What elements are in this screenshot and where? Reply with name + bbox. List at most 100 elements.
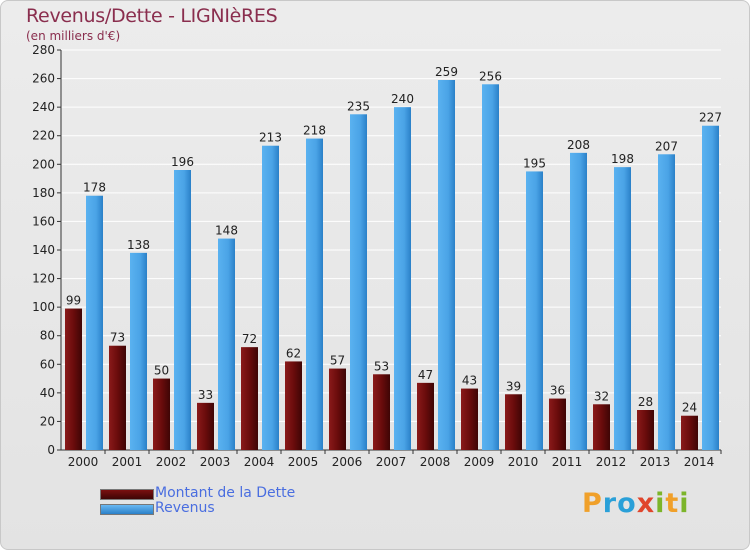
bar-revenus (174, 170, 191, 450)
data-label-revenus: 198 (611, 152, 634, 166)
x-tick-label: 2001 (112, 455, 143, 469)
logo-letter: i (679, 488, 690, 519)
data-label-dette: 99 (66, 294, 81, 308)
data-label-revenus: 227 (699, 111, 722, 125)
bar-dette (197, 402, 214, 450)
data-label-revenus: 235 (347, 99, 370, 113)
data-label-revenus: 256 (479, 69, 502, 83)
bar-revenus (438, 80, 455, 450)
x-tick-label: 2000 (68, 455, 99, 469)
data-label-dette: 50 (154, 364, 169, 378)
y-tick-label: 220 (32, 129, 55, 143)
legend-item-revenus: Revenus (100, 500, 340, 517)
legend-swatch-dette (100, 489, 154, 500)
legend-item-dette: Montant de la Dette (100, 485, 340, 502)
data-label-revenus: 213 (259, 131, 282, 145)
bar-dette (285, 361, 302, 450)
data-label-revenus: 148 (215, 224, 238, 238)
y-tick-label: 180 (32, 186, 55, 200)
chart-subtitle: (en milliers d'€) (26, 29, 121, 43)
bar-dette (549, 398, 566, 450)
logo-letter: t (665, 488, 680, 519)
y-tick-label: 40 (40, 386, 55, 400)
x-tick-label: 2004 (244, 455, 275, 469)
data-label-dette: 28 (638, 395, 653, 409)
bars (65, 80, 719, 451)
data-label-revenus: 207 (655, 139, 678, 153)
bar-dette (329, 368, 346, 450)
x-tick-label: 2008 (420, 455, 451, 469)
bar-dette (593, 404, 610, 450)
y-tick-label: 160 (32, 214, 55, 228)
bar-revenus (614, 167, 631, 450)
y-tick-label: 20 (40, 414, 55, 428)
data-label-revenus: 178 (83, 181, 106, 195)
data-label-dette: 57 (330, 354, 345, 368)
bar-dette (681, 415, 698, 450)
y-tick-label: 0 (47, 443, 55, 457)
logo-letter: o (617, 488, 637, 519)
data-label-dette: 62 (286, 346, 301, 360)
bar-dette (65, 308, 82, 450)
x-tick-label: 2014 (684, 455, 715, 469)
data-label-dette: 43 (462, 374, 477, 388)
bar-dette (505, 394, 522, 450)
labels: 99 178 73 138 50 196 33 148 72 213 62 218 57 235 53 240… (66, 65, 722, 415)
bar-revenus (130, 252, 147, 450)
data-label-revenus: 138 (127, 238, 150, 252)
x-tick-label: 2003 (200, 455, 231, 469)
data-label-revenus: 195 (523, 156, 546, 170)
x-tick-label: 2006 (332, 455, 363, 469)
bar-revenus (702, 125, 719, 450)
bar-revenus (86, 195, 103, 450)
chart-title: Revenus/Dette - LIGNIèRES (26, 5, 278, 27)
proxiti-logo: Proxiti (582, 488, 690, 519)
bar-dette (153, 378, 170, 450)
bar-revenus (526, 171, 543, 450)
bar-dette (241, 347, 258, 450)
y-tick-label: 260 (32, 72, 55, 86)
x-tick-label: 2005 (288, 455, 319, 469)
x-tick-label: 2013 (640, 455, 671, 469)
data-label-dette: 72 (242, 332, 257, 346)
y-tick-label: 140 (32, 243, 55, 257)
logo-letter: i (655, 488, 666, 519)
y-tick-label: 100 (32, 300, 55, 314)
x-tick-label: 2012 (596, 455, 627, 469)
x-tick-label: 2011 (552, 455, 583, 469)
y-tick-label: 120 (32, 272, 55, 286)
bar-dette (109, 345, 126, 450)
data-label-revenus: 240 (391, 92, 414, 106)
y-tick-label: 60 (40, 357, 55, 371)
data-label-dette: 32 (594, 389, 609, 403)
bar-revenus (306, 138, 323, 451)
data-label-dette: 53 (374, 359, 389, 373)
logo-letter: x (636, 488, 656, 519)
data-label-dette: 47 (418, 368, 433, 382)
data-label-dette: 33 (198, 388, 213, 402)
data-label-revenus: 208 (567, 138, 590, 152)
data-label-revenus: 196 (171, 155, 194, 169)
bar-revenus (394, 107, 411, 451)
bar-revenus (262, 145, 279, 450)
y-tick-label: 240 (32, 100, 55, 114)
bar-dette (373, 374, 390, 450)
data-label-dette: 36 (550, 384, 565, 398)
legend-label-dette: Montant de la Dette (155, 485, 296, 501)
legend-swatch-revenus (100, 504, 154, 515)
data-label-revenus: 259 (435, 65, 458, 79)
x-tick-label: 2009 (464, 455, 495, 469)
x-tick-label: 2007 (376, 455, 407, 469)
legend-label-revenus: Revenus (155, 500, 215, 516)
data-label-dette: 24 (682, 401, 697, 415)
bar-revenus (570, 152, 587, 450)
logo-letter: P (582, 488, 603, 519)
data-label-dette: 39 (506, 379, 521, 393)
x-tick-label: 2002 (156, 455, 187, 469)
bar-revenus (482, 84, 499, 451)
bar-revenus (350, 114, 367, 451)
data-label-revenus: 218 (303, 124, 326, 138)
bar-dette (637, 410, 654, 450)
y-tick-label: 80 (40, 329, 55, 343)
